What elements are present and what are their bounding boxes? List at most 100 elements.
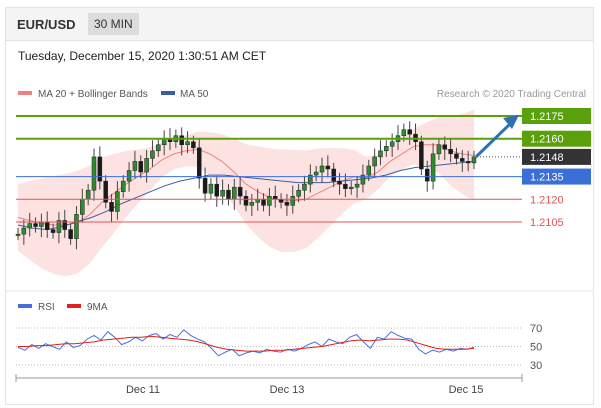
candle-body [401, 129, 407, 136]
candle-body [39, 221, 44, 227]
candle-body [97, 156, 103, 182]
rsi-tick-70: 70 [530, 323, 542, 335]
legend-ma50-label: MA 50 [180, 89, 209, 100]
candle-body [243, 196, 249, 206]
candle-body [150, 150, 155, 159]
candle-body [179, 135, 184, 146]
candle-body [378, 150, 383, 158]
rsi-line [17, 329, 475, 357]
chart-header: EUR/USD 30 MIN [6, 8, 593, 41]
candle-body [308, 174, 313, 185]
candle-body [337, 180, 342, 185]
rsi-tick-30: 30 [530, 360, 542, 372]
credit-text: Research © 2020 Trading Central [437, 89, 586, 100]
level-label-1.2120: 1.2120 [530, 194, 564, 206]
candle-body [191, 141, 196, 149]
candle-body [384, 146, 389, 152]
candle-body [454, 153, 459, 159]
candle-body [21, 227, 27, 235]
candle-body [185, 141, 190, 146]
candle-body [284, 202, 290, 206]
candle-body [407, 129, 412, 135]
candle-body [366, 165, 372, 176]
candle-body [448, 149, 453, 155]
candle-body [138, 161, 144, 173]
candle-body [220, 189, 225, 197]
timeframe-button[interactable]: 30 MIN [88, 13, 139, 35]
candle-body [109, 202, 114, 212]
level-label-1.2175: 1.2175 [530, 111, 564, 123]
candle-body [237, 186, 243, 197]
candle-body [208, 183, 214, 194]
candle-body [232, 186, 237, 200]
legend-rsi-label: RSI [38, 302, 55, 313]
x-tick-dec-13: Dec 13 [270, 384, 305, 396]
candle-body [226, 189, 231, 200]
candle-body [80, 199, 85, 215]
candle-body [214, 183, 220, 197]
candle-body [331, 168, 336, 182]
candle-body [313, 171, 319, 176]
candle-body [372, 156, 377, 167]
level-badge-1.2160 [522, 130, 591, 147]
candle-body [15, 233, 21, 236]
candle-body [56, 220, 62, 233]
rsi-ma-line [18, 335, 475, 352]
candle-body [360, 174, 366, 185]
candle-body [126, 170, 132, 182]
candle-body [325, 165, 331, 170]
candle-body [103, 180, 108, 203]
candle-body [465, 161, 471, 164]
level-badge-1.2135 [522, 168, 591, 185]
candle-body [196, 147, 202, 179]
candle-body [436, 144, 442, 155]
candle-body [460, 158, 465, 162]
candle-body [27, 223, 32, 229]
candle-body [296, 189, 301, 197]
timestamp: Tuesday, December 15, 2020 1:30:51 AM CE… [18, 49, 267, 63]
level-label-1.2148: 1.2148 [530, 152, 564, 164]
legend-swatch-rsi [18, 304, 32, 308]
candle-body [44, 221, 50, 230]
level-label-1.2135: 1.2135 [530, 172, 564, 184]
legend-9ma-label: 9MA [87, 302, 108, 313]
projection-arrow-head [503, 115, 519, 129]
projection-arrow-shaft [474, 122, 512, 158]
x-tick-dec-11: Dec 11 [126, 384, 160, 396]
candle-body [343, 183, 348, 189]
instrument-title: EUR/USD [17, 17, 76, 32]
candle-body [267, 196, 272, 206]
candle-body [430, 153, 436, 182]
candle-body [62, 220, 68, 230]
rsi-tick-50: 50 [530, 342, 542, 354]
candle-body [249, 202, 255, 206]
candle-body [33, 223, 38, 227]
candle-body [120, 180, 126, 192]
candle-body [442, 144, 448, 150]
candle-body [261, 199, 266, 206]
candle-body [290, 196, 296, 206]
candle-body [471, 156, 477, 164]
candle-body [348, 186, 354, 189]
level-badge-1.2148 [522, 148, 591, 165]
candle-body [156, 144, 161, 152]
level-label-1.2160: 1.2160 [530, 134, 564, 146]
candle-body [132, 161, 138, 171]
candle-body [115, 191, 120, 212]
x-tick-dec-15: Dec 15 [449, 384, 484, 396]
legend-ma20-label: MA 20 + Bollinger Bands [38, 89, 148, 100]
candle-body [144, 158, 149, 173]
candle-body [319, 165, 325, 173]
candle-body [85, 189, 91, 200]
candle-body [389, 141, 395, 147]
candle-body [50, 229, 56, 233]
level-badge-1.2175 [522, 108, 591, 124]
candle-body [354, 183, 360, 188]
candle-body [424, 168, 430, 182]
level-label-1.2105: 1.2105 [530, 217, 564, 229]
ma20-line [17, 144, 475, 226]
candle-body [91, 156, 97, 191]
candle-body [302, 183, 307, 191]
candle-body [202, 177, 208, 194]
